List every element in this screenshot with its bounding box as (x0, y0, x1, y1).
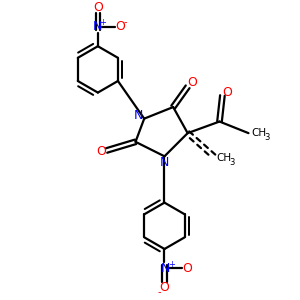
Text: N: N (160, 156, 169, 169)
Text: -: - (158, 287, 161, 297)
Text: 3: 3 (230, 158, 235, 167)
Text: -: - (124, 16, 127, 27)
Text: N: N (93, 20, 103, 33)
Text: O: O (116, 20, 125, 33)
Text: O: O (93, 1, 103, 14)
Text: +: + (168, 260, 175, 269)
Text: +: + (100, 18, 106, 27)
Text: CH: CH (217, 153, 232, 163)
Text: N: N (161, 262, 171, 275)
Text: O: O (187, 76, 197, 89)
Text: 3: 3 (264, 133, 270, 142)
Text: CH: CH (251, 128, 266, 138)
Text: O: O (182, 262, 192, 275)
Text: O: O (160, 281, 170, 294)
Text: O: O (96, 146, 106, 158)
Text: N: N (134, 109, 143, 122)
Text: O: O (222, 86, 232, 99)
